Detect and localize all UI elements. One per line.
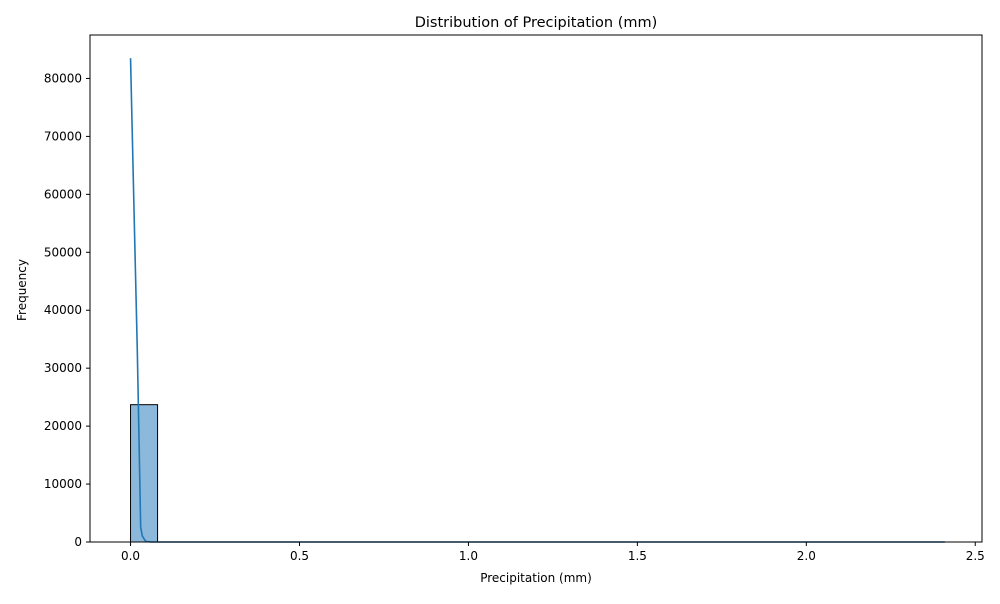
x-tick-label: 1.5 <box>628 549 647 563</box>
y-axis-label: Frequency <box>15 259 29 321</box>
y-tick-label: 20000 <box>44 419 82 433</box>
x-tick-label: 2.5 <box>966 549 985 563</box>
kde-curve-line <box>129 58 945 543</box>
chart-marks <box>129 58 945 543</box>
x-axis-label: Precipitation (mm) <box>480 571 592 585</box>
x-tick-label: 2.0 <box>797 549 816 563</box>
x-tick-label: 0.0 <box>121 549 140 563</box>
y-tick-label: 40000 <box>44 303 82 317</box>
plot-frame <box>89 34 983 543</box>
x-tick-label: 0.5 <box>290 549 309 563</box>
y-tick-label: 80000 <box>44 71 82 85</box>
y-tick-label: 50000 <box>44 245 82 259</box>
y-tick-label: 0 <box>74 535 82 549</box>
histogram-bar-0 <box>130 404 159 543</box>
x-tick-label: 1.0 <box>459 549 478 563</box>
y-tick-label: 30000 <box>44 361 82 375</box>
y-tick-label: 60000 <box>44 187 82 201</box>
y-tick-label: 70000 <box>44 129 82 143</box>
chart-title: Distribution of Precipitation (mm) <box>415 15 658 31</box>
chart-axes: 0.0 0.5 1.0 1.5 2.0 2.5 0 10000 20000 30000 40000 5… <box>44 34 985 563</box>
y-tick-label: 10000 <box>44 477 82 491</box>
